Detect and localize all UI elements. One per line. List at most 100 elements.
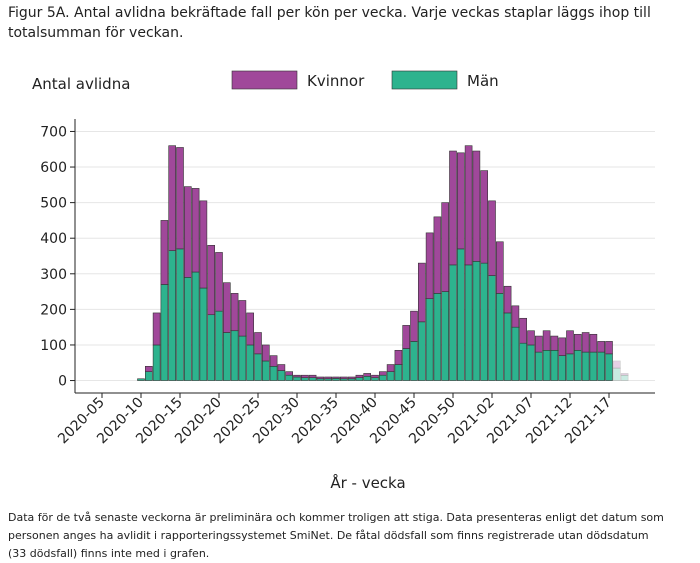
bar-segment xyxy=(300,374,309,378)
bar-segment xyxy=(332,378,340,381)
bar-segment xyxy=(363,375,372,381)
bar-segment xyxy=(176,248,184,381)
bar-segment xyxy=(488,275,496,381)
bar-segment xyxy=(534,335,543,353)
bar-segment xyxy=(199,200,208,289)
bar-segment xyxy=(589,333,598,353)
legend-swatch xyxy=(391,70,458,90)
bar-segment xyxy=(308,374,317,378)
bar-segment xyxy=(371,374,379,378)
bar-segment xyxy=(168,145,176,251)
y-tick-label: 700 xyxy=(40,124,67,140)
bar-segment xyxy=(456,152,465,250)
bar-segment xyxy=(355,377,364,381)
bar-segment xyxy=(363,373,372,377)
bar-segment xyxy=(184,186,192,278)
x-axis-label: År - vecka xyxy=(330,473,405,492)
bar-segment xyxy=(324,376,333,380)
bar-segment xyxy=(620,374,629,381)
bar-segment xyxy=(184,277,192,381)
bar-segment xyxy=(425,232,434,300)
bar-segment xyxy=(402,348,411,381)
bar-segment xyxy=(488,200,496,276)
bar-segment xyxy=(269,366,278,381)
bar-segment xyxy=(449,150,457,266)
bar-segment xyxy=(246,312,254,346)
bar-segment xyxy=(269,355,278,367)
bar-segment xyxy=(238,300,247,337)
bar-segment xyxy=(277,364,286,371)
bar-segment xyxy=(542,330,551,351)
bar-segment xyxy=(293,376,301,381)
footnote-line: Data för de två senaste veckorna är prel… xyxy=(8,511,664,524)
bar-segment xyxy=(254,332,262,355)
bar-segment xyxy=(620,373,629,376)
bar-segment xyxy=(456,248,465,381)
bar-segment xyxy=(355,374,364,378)
bar-segment xyxy=(137,378,145,381)
bar-segment xyxy=(503,285,512,314)
bar-segment xyxy=(597,351,606,381)
bar-segment xyxy=(207,314,215,381)
bar-segment xyxy=(160,220,169,285)
legend-label: Män xyxy=(467,72,499,90)
bar-segment xyxy=(519,317,528,344)
bar-segment xyxy=(152,312,161,346)
bar-segment xyxy=(464,264,473,381)
bar-segment xyxy=(597,341,606,353)
bar-segment xyxy=(145,366,153,372)
bar-segment xyxy=(230,330,239,381)
bar-segment xyxy=(511,326,520,381)
bar-segment xyxy=(308,377,317,381)
bar-segment xyxy=(495,293,504,381)
y-tick-label: 300 xyxy=(40,267,67,283)
y-tick-label: 0 xyxy=(58,374,67,390)
y-tick-label: 600 xyxy=(40,160,67,176)
title-line: Figur 5A. Antal avlidna bekräftade fall … xyxy=(8,5,651,21)
bar-segment xyxy=(464,145,473,266)
bar-segment xyxy=(160,284,169,381)
bar-segment xyxy=(215,310,223,381)
bar-segment xyxy=(527,330,535,346)
bar-segment xyxy=(332,376,340,379)
bar-segment xyxy=(199,287,208,381)
bar-segment xyxy=(285,371,294,376)
bar-segment xyxy=(417,262,426,323)
bar-segment xyxy=(550,335,559,351)
bar-segment xyxy=(410,341,418,381)
bar-segment xyxy=(378,374,387,381)
bar-segment xyxy=(472,150,481,262)
bar-segment xyxy=(566,330,574,355)
bar-segment xyxy=(230,293,239,332)
legend-label: Kvinnor xyxy=(307,72,365,90)
bar-segment xyxy=(417,321,426,381)
bar-segment xyxy=(527,344,535,381)
y-axis-label: Antal avlidna xyxy=(32,75,130,93)
bar-segment xyxy=(573,349,582,381)
bar-segment xyxy=(566,353,574,381)
bar-segment xyxy=(394,349,403,365)
bar-segment xyxy=(581,332,590,353)
bar-segment xyxy=(261,344,270,362)
bar-segment xyxy=(339,376,348,380)
bar-segment xyxy=(581,351,590,381)
bar-segment xyxy=(152,344,161,381)
bar-segment xyxy=(176,147,184,250)
bar-segment xyxy=(316,376,325,380)
bar-segment xyxy=(589,351,598,381)
bar-segment xyxy=(386,364,395,372)
bar-segment xyxy=(347,376,356,380)
bar-segment xyxy=(238,335,247,381)
bar-segment xyxy=(612,367,621,381)
bar-segment xyxy=(371,377,379,381)
bar-segment xyxy=(215,252,223,312)
bar-segment xyxy=(542,349,551,381)
bar-segment xyxy=(425,298,434,381)
bar-segment xyxy=(168,250,176,381)
bar-segment xyxy=(612,360,621,369)
bar-segment xyxy=(441,291,450,381)
bar-segment xyxy=(386,371,395,381)
bar-segment xyxy=(480,170,489,264)
bar-segment xyxy=(254,353,262,381)
